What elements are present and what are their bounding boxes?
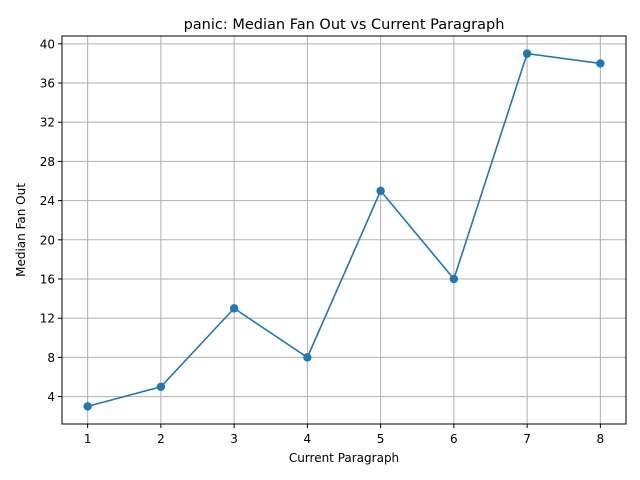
data-point xyxy=(303,353,312,362)
x-tick-label: 8 xyxy=(597,432,605,446)
data-point xyxy=(83,402,92,411)
y-axis-label: Median Fan Out xyxy=(14,183,28,277)
data-point xyxy=(229,304,239,313)
y-tick-label: 8 xyxy=(47,351,55,365)
y-tick-label: 32 xyxy=(40,116,55,130)
y-tick-label: 12 xyxy=(40,312,55,326)
x-tick-label: 4 xyxy=(304,432,312,446)
chart-title: panic: Median Fan Out vs Current Paragra… xyxy=(184,17,505,33)
y-tick-label: 24 xyxy=(40,194,55,208)
x-tick-label: 2 xyxy=(157,432,165,446)
series-layer xyxy=(83,49,605,411)
x-tick-label: 7 xyxy=(523,432,531,446)
y-tick-label: 40 xyxy=(40,37,55,51)
y-tick-label: 4 xyxy=(47,390,55,404)
x-tick-label: 5 xyxy=(377,432,385,446)
series-line xyxy=(87,52,601,408)
x-tick-label: 3 xyxy=(230,432,238,446)
x-tick-label: 6 xyxy=(450,432,458,446)
y-tick-label: 20 xyxy=(40,233,55,247)
y-tick-label: 36 xyxy=(40,77,55,91)
data-point xyxy=(156,382,166,391)
y-tick-label: 28 xyxy=(40,155,55,169)
x-tick-label: 1 xyxy=(84,432,92,446)
data-point xyxy=(376,186,385,196)
y-tick-label: 16 xyxy=(40,272,55,286)
x-axis-label: Current Paragraph xyxy=(289,451,399,465)
grid xyxy=(62,36,626,424)
data-point xyxy=(596,59,605,68)
plot-area-frame xyxy=(61,35,627,425)
data-point xyxy=(449,274,459,284)
data-point xyxy=(522,49,532,58)
